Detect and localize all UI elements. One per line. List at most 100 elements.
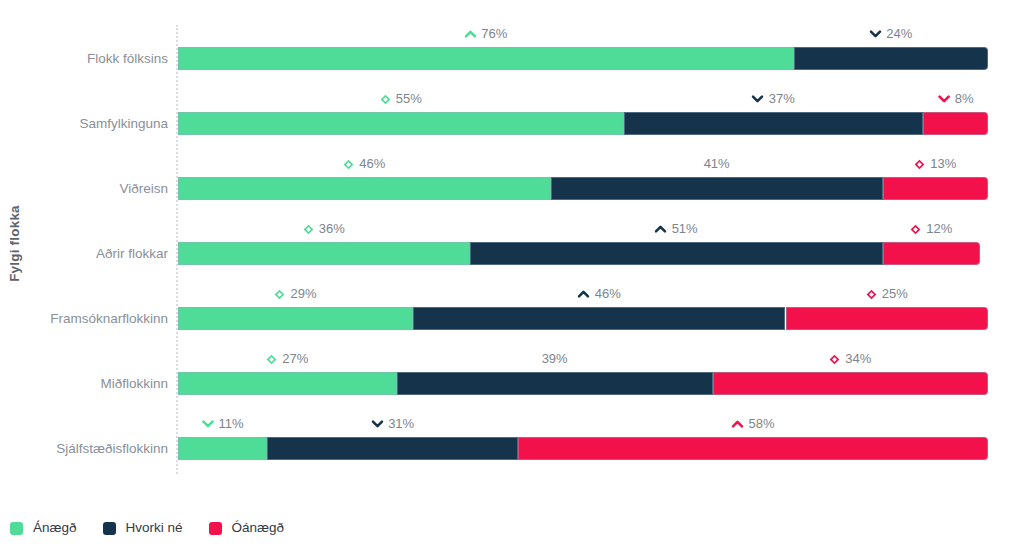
- value-text: 51%: [672, 221, 698, 237]
- value-text: 25%: [882, 286, 908, 302]
- bar-segment[interactable]: [883, 177, 988, 200]
- trend-up-icon: [655, 225, 667, 233]
- value-label: 25%: [866, 286, 908, 302]
- value-text: 11%: [219, 416, 244, 432]
- legend-label: Hvorki né: [126, 520, 183, 536]
- legend-swatch-oanaegd: [209, 522, 222, 535]
- category-label: Sjálfstæðisflokkinn: [0, 441, 168, 457]
- bar-segment[interactable]: [624, 112, 924, 135]
- bar-segment[interactable]: [267, 437, 518, 460]
- value-text: 8%: [955, 91, 974, 107]
- value-label: 55%: [380, 91, 422, 107]
- bar-segment[interactable]: [413, 307, 786, 330]
- bar-row: [178, 47, 988, 70]
- value-text: 39%: [542, 351, 568, 367]
- bar-segment[interactable]: [883, 242, 980, 265]
- value-text: 27%: [282, 351, 308, 367]
- category-label: Aðrir flokkar: [0, 246, 168, 262]
- bar-segment[interactable]: [518, 437, 988, 460]
- trend-neutral-icon: [380, 94, 391, 105]
- legend-swatch-anaegd: [10, 522, 23, 535]
- trend-up-icon: [732, 420, 744, 428]
- bar-row: [178, 372, 988, 395]
- value-label: 13%: [914, 156, 956, 172]
- bar-segment[interactable]: [178, 372, 397, 395]
- trend-neutral-icon: [829, 354, 840, 365]
- value-label: 34%: [829, 351, 871, 367]
- category-label: Flokk fólksins: [0, 51, 168, 67]
- value-text: 37%: [769, 91, 795, 107]
- bar-row: [178, 242, 988, 265]
- y-axis-title: Fylgi flokka: [7, 199, 22, 289]
- bar-segment[interactable]: [178, 242, 470, 265]
- value-text: 12%: [926, 221, 952, 237]
- bar-segment[interactable]: [786, 307, 989, 330]
- value-text: 34%: [845, 351, 871, 367]
- bar-segment[interactable]: [397, 372, 713, 395]
- value-text: 58%: [749, 416, 775, 432]
- bar-row: [178, 307, 988, 330]
- value-text: 29%: [290, 286, 316, 302]
- bar-segment[interactable]: [178, 307, 413, 330]
- category-label: Miðflokkinn: [0, 376, 168, 392]
- value-label-row: 36% 51% 12%: [178, 221, 988, 237]
- bar-segment[interactable]: [713, 372, 988, 395]
- bar-segment[interactable]: [923, 112, 988, 135]
- value-label: 76%: [464, 26, 507, 42]
- legend: Ánægð Hvorki né Óánægð: [10, 520, 284, 536]
- value-label: 51%: [655, 221, 698, 237]
- trend-down-icon: [938, 95, 950, 103]
- bar-segment[interactable]: [178, 437, 267, 460]
- value-text: 55%: [396, 91, 422, 107]
- trend-neutral-icon: [866, 289, 877, 300]
- value-text: 46%: [359, 156, 385, 172]
- trend-up-icon: [464, 30, 476, 38]
- legend-item-anaegd[interactable]: Ánægð: [10, 520, 77, 536]
- bar-segment[interactable]: [178, 112, 624, 135]
- value-label: 29%: [274, 286, 316, 302]
- value-text: 13%: [930, 156, 956, 172]
- value-label-row: 55% 37% 8%: [178, 91, 988, 107]
- bar-segment[interactable]: [794, 47, 988, 70]
- value-label: 36%: [303, 221, 345, 237]
- bar-row: [178, 112, 988, 135]
- category-label: Viðreisn: [0, 181, 168, 197]
- legend-swatch-hvorki-ne: [103, 522, 116, 535]
- value-label: 46%: [343, 156, 385, 172]
- legend-label: Ánægð: [33, 520, 77, 536]
- legend-item-oanaegd[interactable]: Óánægð: [209, 520, 285, 536]
- value-label: 11%: [202, 416, 244, 432]
- value-label: 12%: [910, 221, 952, 237]
- legend-label: Óánægð: [232, 520, 285, 536]
- chart: Fylgi flokka 76% 24% 55% 37% 8% 46% 41% 13% 36% 5…: [0, 0, 1024, 549]
- bar-row: [178, 177, 988, 200]
- value-text: 76%: [481, 26, 507, 42]
- bar-row: [178, 437, 988, 460]
- trend-neutral-icon: [303, 224, 314, 235]
- value-label: 39%: [542, 351, 568, 367]
- trend-down-icon: [752, 95, 764, 103]
- value-text: 31%: [388, 416, 414, 432]
- trend-neutral-icon: [343, 159, 354, 170]
- value-text: 36%: [319, 221, 345, 237]
- value-text: 41%: [704, 156, 730, 172]
- trend-down-icon: [869, 30, 881, 38]
- bar-segment[interactable]: [178, 47, 794, 70]
- legend-item-hvorki-ne[interactable]: Hvorki né: [103, 520, 183, 536]
- bar-segment[interactable]: [470, 242, 883, 265]
- value-label-row: 27% 39% 34%: [178, 351, 988, 367]
- value-label: 27%: [266, 351, 308, 367]
- value-text: 24%: [886, 26, 912, 42]
- value-label: 31%: [371, 416, 414, 432]
- value-label: 46%: [578, 286, 621, 302]
- trend-down-icon: [202, 420, 214, 428]
- value-label-row: 11% 31% 58%: [178, 416, 988, 432]
- value-label-row: 76% 24%: [178, 26, 988, 42]
- value-label-row: 46% 41% 13%: [178, 156, 988, 172]
- category-label: Samfylkinguna: [0, 116, 168, 132]
- value-label: 24%: [869, 26, 912, 42]
- bar-segment[interactable]: [551, 177, 883, 200]
- bar-segment[interactable]: [178, 177, 551, 200]
- trend-neutral-icon: [910, 224, 921, 235]
- value-label: 8%: [938, 91, 974, 107]
